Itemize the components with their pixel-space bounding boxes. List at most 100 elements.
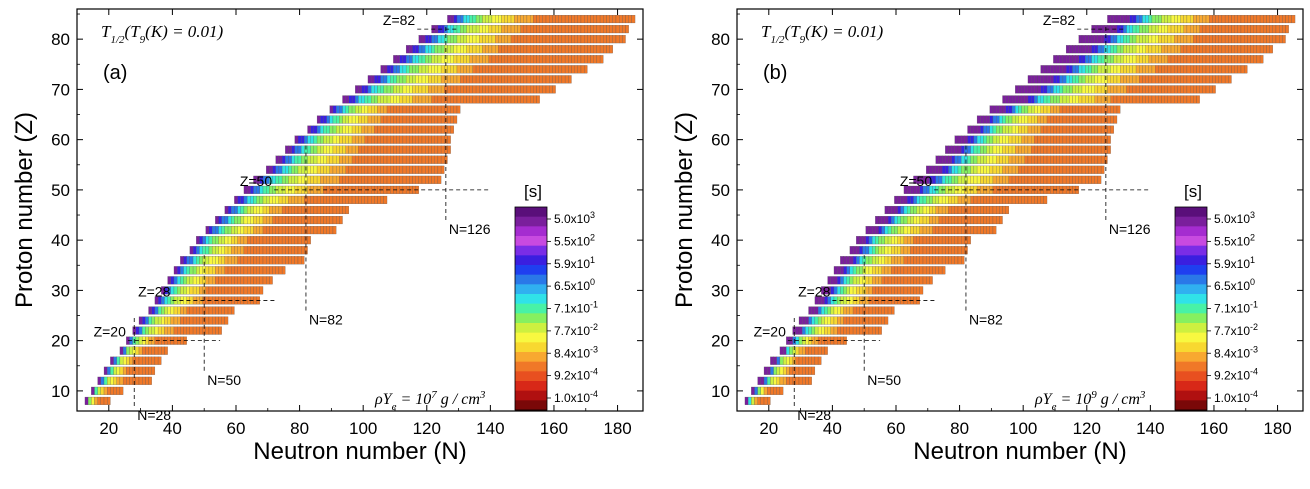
cell-z74-n123: [1094, 65, 1099, 74]
cell-z66-n121: [428, 105, 432, 114]
cell-z68-n107: [383, 95, 388, 104]
cell-z82-n138: [482, 25, 486, 34]
cell-z78-n154: [1193, 45, 1197, 54]
cell-z80-n137: [479, 35, 483, 44]
cell-z58-n106: [1040, 145, 1044, 154]
cell-z76-n148: [1174, 55, 1178, 64]
cell-z26-n41: [833, 306, 838, 315]
cell-z56-n96: [348, 155, 353, 164]
cell-z58-n80: [957, 145, 962, 154]
cell-z66-n118: [1078, 105, 1083, 114]
cell-z36-n64: [906, 256, 911, 265]
cell-z62-n96: [348, 125, 353, 134]
cell-z52-n78: [951, 175, 955, 184]
colorbar: [s]5.0x1035.5x1025.9x1016.5x1007.1x10-17…: [514, 182, 598, 411]
cell-z44-n92: [336, 216, 340, 225]
cell-z78-n145: [504, 45, 508, 54]
cell-z76-n121: [1088, 55, 1092, 64]
cell-z74-n145: [1164, 65, 1168, 74]
cell-z76-n131: [460, 55, 464, 64]
cell-z74-n163: [1221, 65, 1226, 74]
cell-z84-n179: [1272, 15, 1277, 24]
cell-z68-n139: [485, 95, 489, 104]
cell-z80-n121: [1088, 35, 1092, 44]
cell-z48-n85: [973, 195, 978, 204]
cell-z56-n85: [973, 155, 978, 164]
x-tick-label: 100: [1009, 419, 1037, 438]
cell-z30-n64: [246, 286, 251, 295]
cell-z44-n90: [329, 216, 334, 225]
cell-z46-n90: [989, 205, 994, 215]
cell-z76-n155: [536, 55, 540, 64]
cell-z32-n71: [269, 276, 273, 285]
cell-z22-n44: [183, 326, 187, 335]
cell-z32-n41: [173, 276, 178, 285]
cell-z74-n119: [1081, 65, 1086, 74]
cell-z48-n66: [253, 195, 257, 204]
x-tick-label: 80: [950, 419, 969, 438]
cell-z44-n88: [323, 216, 327, 225]
cell-z24-n39: [167, 316, 171, 325]
cell-z48-n107: [1043, 195, 1048, 204]
cell-z38-n59: [231, 246, 235, 255]
cell-z54-n94: [342, 165, 346, 174]
cell-z62-n112: [399, 125, 404, 134]
cell-z12-n26: [126, 376, 130, 385]
cell-z46-n74: [278, 205, 283, 215]
cell-z60-n98: [1015, 135, 1019, 144]
cell-z48-n62: [240, 195, 245, 204]
cell-z66-n124: [1097, 105, 1102, 114]
cell-z84-n176: [1263, 15, 1267, 24]
cell-z74-n127: [1107, 65, 1111, 74]
cell-z58-n102: [1027, 145, 1032, 154]
colorbar-tick-label: 6.5x100: [1214, 277, 1255, 293]
cell-z70-n104: [1034, 85, 1038, 94]
cell-z54-n104: [1034, 165, 1038, 174]
cell-z58-n122: [1091, 145, 1095, 154]
cell-z70-n150: [1180, 85, 1184, 94]
cell-z76-n141: [491, 55, 496, 64]
cell-z56-n112: [399, 155, 404, 164]
cell-z36-n72: [932, 256, 936, 265]
cell-z48-n92: [336, 195, 340, 204]
cell-z76-n120: [425, 55, 429, 64]
cell-z68-n149: [1177, 95, 1181, 104]
cell-z24-n47: [192, 316, 197, 325]
colorbar-segment: [515, 294, 547, 305]
cell-z62-n117: [415, 125, 419, 134]
cell-z26-n46: [189, 306, 194, 315]
cell-z44-n64: [906, 216, 911, 225]
cell-z54-n119: [1081, 165, 1086, 174]
cell-z72-n116: [412, 75, 416, 84]
cell-z52-n92: [336, 175, 340, 184]
cell-z70-n116: [1072, 85, 1076, 94]
cell-z62-n112: [1059, 125, 1064, 134]
cell-z52-n86: [316, 175, 321, 184]
colorbar-segment: [515, 303, 547, 314]
cell-z58-n123: [1094, 145, 1099, 154]
cell-z64-n127: [447, 115, 451, 124]
cell-z70-n121: [428, 85, 432, 94]
cell-z62-n91: [332, 125, 337, 134]
cell-z22-n48: [856, 326, 860, 335]
cell-z28-n66: [913, 296, 917, 305]
cell-z82-n151: [523, 25, 528, 34]
cell-z58-n86: [976, 145, 981, 154]
cell-z66-n108: [386, 105, 391, 114]
cell-z72-n151: [523, 75, 528, 84]
cell-z84-n143: [498, 15, 502, 24]
cell-z72-n131: [1120, 75, 1124, 84]
cell-z62-n118: [1078, 125, 1083, 134]
cell-z84-n134: [469, 15, 474, 24]
cell-z80-n174: [596, 35, 601, 44]
cell-z78-n121: [428, 45, 432, 54]
cell-z76-n161: [555, 55, 559, 64]
cell-z74-n120: [1085, 65, 1089, 74]
cell-z32-n68: [919, 276, 924, 285]
cell-z60-n127: [1107, 135, 1111, 144]
cell-z38-n73: [275, 246, 280, 255]
cell-z48-n64: [906, 195, 911, 204]
cell-z68-n95: [345, 95, 349, 104]
cell-z84-n184: [628, 15, 632, 24]
